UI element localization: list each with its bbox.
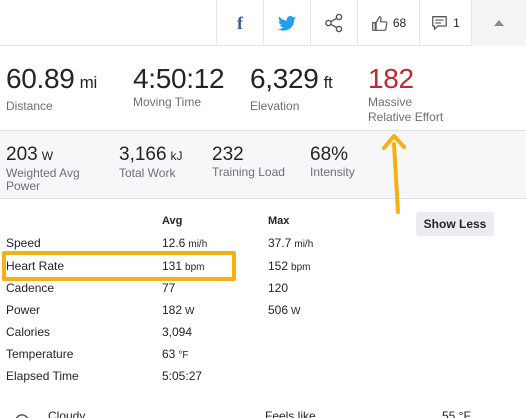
row-label: Speed xyxy=(6,236,41,250)
table-row: Cadence 77 120 xyxy=(0,281,400,303)
stat-unit: mi xyxy=(79,73,98,92)
stat-unit: W xyxy=(41,149,54,163)
table-row: Calories 3,094 xyxy=(0,325,400,347)
stat-value: 68% xyxy=(310,144,349,165)
collapse-button[interactable] xyxy=(471,0,526,46)
comments-button[interactable]: 1 xyxy=(419,0,471,46)
feels-like-value: 55 °F xyxy=(442,409,471,418)
column-header-max: Max xyxy=(268,215,290,227)
stat-moving-time: 4:50:12 Moving Time xyxy=(133,63,225,110)
avg-value: 182 xyxy=(162,303,183,317)
stat-total-work: 3,166 kJ Total Work xyxy=(119,144,183,180)
max-unit: bpm xyxy=(291,262,311,273)
avg-value: 3,094 xyxy=(162,325,193,339)
weather-condition: Cloudy xyxy=(48,409,86,418)
row-label: Elapsed Time xyxy=(6,369,79,383)
row-label: Cadence xyxy=(6,281,55,295)
primary-stats: 60.89 mi Distance 4:50:12 Moving Time 6,3… xyxy=(0,46,526,131)
facebook-icon: f xyxy=(237,12,243,33)
secondary-stats: 203 W Weighted Avg Power 3,166 kJ Total Wo… xyxy=(0,131,526,199)
stat-label: Total Work xyxy=(119,166,176,180)
annotation-arrow-icon xyxy=(382,134,406,214)
stat-value: 4:50:12 xyxy=(133,63,225,94)
twitter-share-button[interactable] xyxy=(263,0,310,46)
stat-value: 3,166 xyxy=(119,144,167,165)
stat-weighted-avg-power: 203 W Weighted Avg Power xyxy=(6,144,80,193)
table-row: Temperature 63 °F xyxy=(0,347,400,369)
stat-unit: ft xyxy=(323,73,333,92)
stat-label: Training Load xyxy=(212,165,285,179)
stat-training-load[interactable]: 232 Training Load xyxy=(212,144,285,179)
avg-value: 77 xyxy=(162,281,176,295)
avg-value: 63 xyxy=(162,347,176,361)
row-label: Power xyxy=(6,303,41,317)
stat-unit: kJ xyxy=(170,149,183,163)
column-header-avg: Avg xyxy=(162,215,183,227)
stat-value: 60.89 xyxy=(6,63,75,94)
max-unit: mi/h xyxy=(294,239,314,250)
table-row: Speed 12.6 mi/h 37.7 mi/h xyxy=(0,236,400,258)
stat-label-line1: Massive xyxy=(368,95,413,109)
kudos-count: 68 xyxy=(392,16,407,30)
stat-label-line2: Power xyxy=(6,179,41,193)
avg-unit: °F xyxy=(178,350,189,361)
kudos-button[interactable]: 68 xyxy=(357,0,419,46)
twitter-icon xyxy=(278,15,296,31)
stat-intensity: 68% Intensity xyxy=(310,144,355,179)
stat-value: 6,329 xyxy=(250,63,319,94)
heart-rate-highlight-box xyxy=(2,251,236,281)
share-button[interactable] xyxy=(310,0,357,46)
stat-label: Elevation xyxy=(250,99,300,113)
stat-label-line2: Relative Effort xyxy=(368,110,444,124)
caret-up-icon xyxy=(494,20,504,26)
stat-label-line1: Weighted Avg xyxy=(6,166,80,180)
table-row: Elapsed Time 5:05:27 xyxy=(0,369,400,391)
stat-relative-effort[interactable]: 182 Massive Relative Effort xyxy=(368,63,444,125)
max-value: 37.7 xyxy=(268,236,292,250)
comment-count: 1 xyxy=(453,16,460,30)
weather-row: Cloudy Feels like 55 °F xyxy=(0,406,526,418)
avg-value: 131 xyxy=(162,259,183,273)
max-value: 506 xyxy=(268,303,289,317)
stat-value: 182 xyxy=(368,63,414,94)
activity-action-bar: f 68 1 xyxy=(0,0,526,46)
avg-value: 12.6 xyxy=(162,236,186,250)
feels-like-label: Feels like xyxy=(265,409,316,418)
stat-label: Distance xyxy=(6,99,53,113)
avg-unit: W xyxy=(185,306,195,317)
cloud-icon xyxy=(15,414,29,418)
row-label: Heart Rate xyxy=(6,259,65,273)
row-label: Calories xyxy=(6,325,51,339)
max-value: 152 xyxy=(268,259,289,273)
row-label: Temperature xyxy=(6,347,74,361)
stat-label: Moving Time xyxy=(133,95,202,109)
stat-value: 203 xyxy=(6,144,38,165)
max-value: 120 xyxy=(268,281,289,295)
table-row: Power 182 W 506 W xyxy=(0,303,400,325)
facebook-share-button[interactable]: f xyxy=(216,0,263,46)
avg-unit: bpm xyxy=(185,262,205,273)
stat-value: 232 xyxy=(212,144,244,165)
stat-label: Intensity xyxy=(310,165,355,179)
table-row: Heart Rate 131 bpm 152 bpm xyxy=(0,259,400,281)
thumbs-up-icon xyxy=(371,15,388,31)
avg-value: 5:05:27 xyxy=(162,369,203,383)
stat-distance: 60.89 mi Distance xyxy=(6,63,98,114)
share-icon xyxy=(325,13,343,33)
max-unit: W xyxy=(291,306,301,317)
avg-unit: mi/h xyxy=(188,239,208,250)
stat-elevation: 6,329 ft Elevation xyxy=(250,63,333,114)
show-less-button[interactable]: Show Less xyxy=(416,212,494,236)
comment-icon xyxy=(432,16,448,30)
